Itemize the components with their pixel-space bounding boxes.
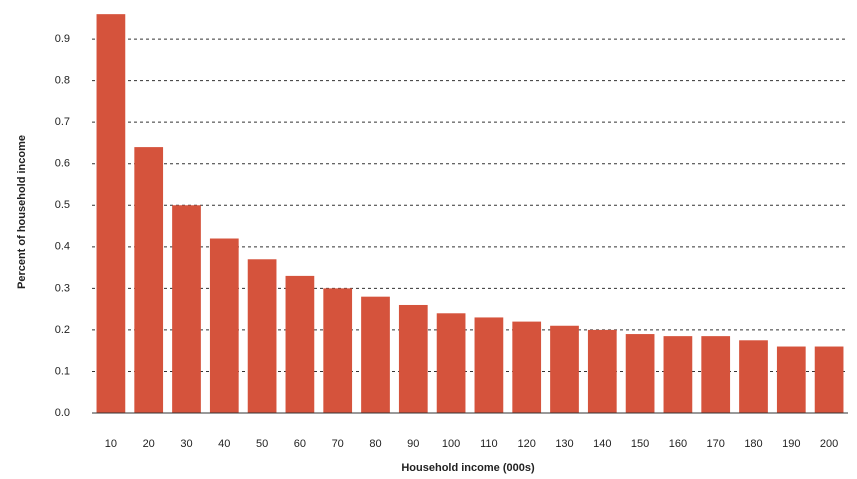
x-tick-label: 140 <box>593 438 611 450</box>
x-tick-label: 90 <box>407 438 419 450</box>
y-tick-label: 0.0 <box>55 407 70 419</box>
bar <box>814 346 844 413</box>
x-tick-label: 190 <box>782 438 800 450</box>
bar <box>134 147 164 413</box>
y-tick-label: 0.4 <box>55 241 70 253</box>
x-tick-label: 160 <box>669 438 687 450</box>
x-tick-label: 70 <box>332 438 344 450</box>
bar <box>512 321 542 413</box>
y-tick-label: 0.2 <box>55 324 70 336</box>
bar <box>398 304 428 413</box>
x-tick-label: 10 <box>105 438 117 450</box>
bar <box>247 259 277 413</box>
y-tick-label: 0.8 <box>55 75 70 87</box>
y-tick-label: 0.7 <box>55 116 70 128</box>
bar <box>587 329 617 413</box>
x-tick-label: 150 <box>631 438 649 450</box>
bar <box>550 325 579 413</box>
x-tick-label: 100 <box>442 438 460 450</box>
x-tick-label: 20 <box>143 438 155 450</box>
bar <box>739 340 768 413</box>
x-tick-label: 200 <box>820 438 838 450</box>
y-tick-label: 0.3 <box>55 282 70 294</box>
bar <box>323 288 353 413</box>
y-tick-label: 0.6 <box>55 158 70 170</box>
x-tick-label: 180 <box>744 438 762 450</box>
bar <box>776 346 806 413</box>
x-tick-label: 110 <box>480 438 498 450</box>
x-tick-label: 130 <box>555 438 573 450</box>
bar <box>172 205 201 413</box>
y-tick-label: 0.1 <box>55 365 70 377</box>
x-tick-label: 50 <box>256 438 268 450</box>
bar <box>361 296 390 413</box>
bar <box>663 336 693 413</box>
x-tick-label: 170 <box>707 438 725 450</box>
x-tick-label: 80 <box>369 438 381 450</box>
bar <box>96 14 126 414</box>
y-axis-label: Percent of household income <box>16 135 28 289</box>
y-tick-label: 0.9 <box>55 33 70 45</box>
bar <box>474 317 504 413</box>
y-tick-label: 0.5 <box>55 199 70 211</box>
x-tick-label: 120 <box>518 438 536 450</box>
bar <box>436 313 466 413</box>
x-tick-label: 40 <box>218 438 230 450</box>
x-tick-label: 30 <box>180 438 192 450</box>
bar <box>701 336 731 413</box>
bar <box>625 334 655 413</box>
bar <box>285 275 315 413</box>
bar <box>209 238 239 413</box>
x-tick-label: 60 <box>294 438 306 450</box>
x-axis-label: Household income (000s) <box>401 462 535 474</box>
